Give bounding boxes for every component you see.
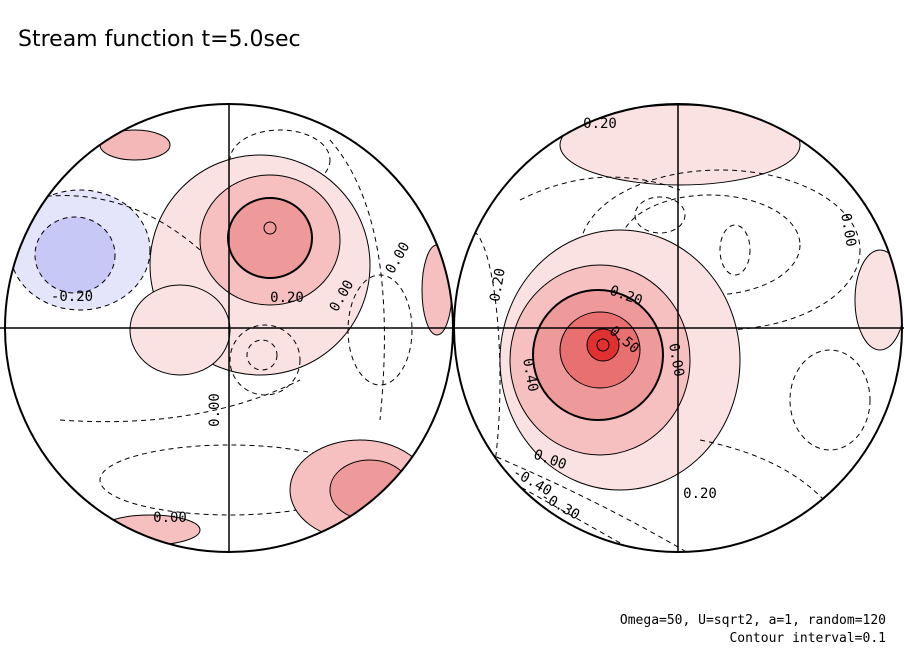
contour-label: 0.40	[519, 357, 541, 393]
contour-label: 0.00	[207, 393, 223, 427]
contour-label: 0.00	[153, 510, 187, 526]
contour-label: 0.00	[665, 342, 687, 378]
title: Stream function t=5.0sec	[18, 27, 301, 52]
contour-label: 0.20	[683, 486, 717, 502]
footnote: Contour interval=0.1	[729, 631, 886, 646]
left-hemisphere-field	[5, 104, 453, 552]
contour-label: 0.20	[487, 267, 509, 303]
footnote: Omega=50, U=sqrt2, a=1, random=120	[620, 613, 886, 628]
axes	[0, 104, 904, 552]
contour-label: 0.20	[270, 290, 304, 306]
contour-label: -0.20	[51, 289, 93, 305]
contour-label: 0.20	[583, 116, 617, 132]
contour-label: 0.00	[837, 212, 859, 248]
